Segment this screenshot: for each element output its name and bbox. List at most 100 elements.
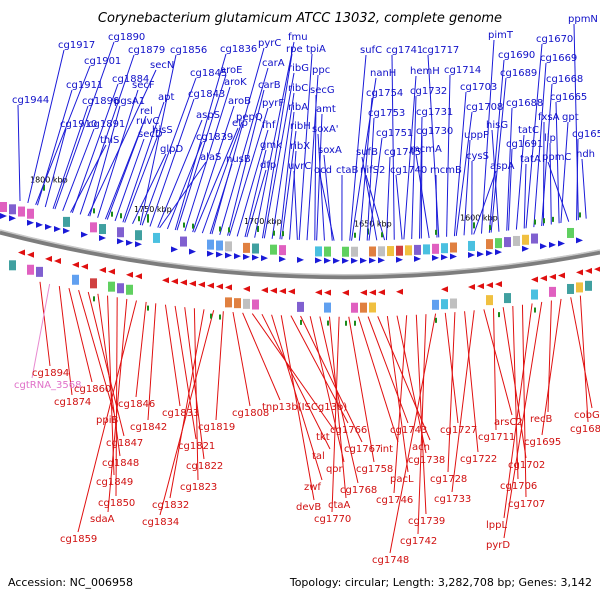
forward-cog-block	[90, 222, 97, 233]
forward-cog-block	[342, 246, 349, 257]
forward-cds-arrow	[225, 252, 232, 259]
gene-line-tata	[523, 163, 527, 229]
gene-label-cg1768: cg1768	[340, 485, 377, 496]
gene-label-cg1717: cg1717	[422, 45, 459, 56]
gene-line-cg1859	[77, 300, 137, 533]
reverse-cog-block	[243, 298, 250, 309]
gene-label-efp: efp	[232, 118, 248, 129]
reverse-cog-block	[234, 298, 241, 309]
forward-cds-arrow	[540, 243, 547, 250]
gene-line-qor	[309, 316, 345, 463]
gene-label-rel: rel	[140, 106, 153, 117]
reverse-cog-block	[486, 295, 493, 306]
gene-line-cg1910	[44, 128, 67, 208]
gene-line-cg1845	[141, 77, 197, 226]
forward-cds-arrow	[216, 251, 223, 258]
gene-line-cg1944	[17, 104, 21, 202]
gene-label-this: thiS	[100, 135, 119, 146]
gene-label-arob: aroB	[228, 96, 251, 107]
gene-line-cg1754	[358, 97, 373, 241]
gene-label-gpt: gpt	[562, 112, 579, 123]
forward-cds-arrow	[126, 239, 133, 246]
gc-marker	[147, 305, 149, 311]
forward-cds-arrow	[558, 240, 565, 247]
forward-cds-arrow	[63, 227, 70, 234]
gene-line-cg1743	[367, 316, 409, 424]
gene-label-hisg: hisG	[486, 120, 508, 131]
feature-tracks	[0, 202, 600, 326]
gene-line-uppp	[463, 139, 471, 236]
gc-marker	[147, 217, 149, 223]
gc-marker	[552, 216, 554, 222]
forward-cds-arrow	[0, 213, 7, 219]
reverse-cds-arrow	[162, 277, 169, 284]
gene-line-cg1728	[447, 312, 456, 473]
gc-marker	[93, 296, 95, 302]
forward-cds-arrow	[369, 257, 376, 264]
gene-label-fxsa: fxsA	[538, 112, 560, 123]
reverse-cog-block	[549, 286, 556, 297]
gene-label-cg1879: cg1879	[128, 45, 165, 56]
gene-line-cg1894	[39, 281, 51, 367]
forward-cds-arrow	[36, 221, 43, 228]
gene-line-cg1884	[71, 83, 119, 213]
gene-line-ndh	[581, 158, 587, 219]
gene-line-cg1688	[506, 107, 513, 231]
gene-line-tatc	[515, 134, 525, 230]
gene-line-cg1846	[135, 301, 147, 398]
gene-label-cg1944: cg1944	[12, 95, 49, 106]
reverse-cog-block	[117, 283, 124, 294]
reverse-cds-arrow	[207, 282, 214, 289]
forward-cog-block	[117, 227, 124, 238]
gc-marker	[300, 319, 302, 325]
reverse-cds-arrow	[531, 276, 538, 283]
reverse-cds-arrow	[585, 267, 592, 274]
gene-line-cg1821	[174, 305, 197, 440]
gene-line-cg1842	[147, 303, 157, 421]
gc-marker	[273, 230, 275, 236]
gene-line-cg1727	[444, 312, 459, 424]
gc-marker	[381, 232, 383, 238]
reverse-cog-block	[27, 264, 34, 275]
gene-label-pyrd: pyrD	[486, 540, 510, 551]
gene-line-cg1745	[385, 156, 391, 241]
reverse-cds-arrow	[468, 283, 475, 290]
gene-line-cg1722	[464, 311, 479, 453]
forward-cds-arrow	[450, 253, 457, 260]
reverse-cog-block	[360, 302, 367, 313]
gene-line-ribh	[281, 130, 297, 240]
forward-cds-arrow	[576, 237, 583, 244]
forward-cds-arrow	[432, 254, 439, 261]
gene-label-cg1766: cg1766	[330, 425, 367, 436]
gene-line-tpia	[298, 53, 313, 241]
gene-label-carb: carB	[258, 80, 281, 91]
map-title: Corynebacterium glutamicum ATCC 13032, c…	[98, 11, 502, 26]
reverse-cds-arrow	[198, 281, 205, 288]
gc-marker	[210, 313, 212, 319]
forward-cds-arrow	[117, 238, 124, 245]
forward-cds-arrow	[279, 256, 286, 263]
gene-line-ruvc	[104, 125, 143, 220]
gene-line-cg1856	[139, 54, 177, 226]
gene-label-ribx: ribX	[290, 141, 310, 152]
gene-line-riba	[279, 111, 295, 240]
gene-label-tnp13b-iscg13b: tnp13b(ISCg13b)	[262, 402, 347, 413]
gc-marker	[111, 211, 113, 217]
reverse-cog-block	[585, 280, 592, 291]
gene-label-rpe: rpe	[286, 44, 303, 55]
forward-cds-arrow	[495, 249, 502, 256]
gene-line-cg1691	[508, 148, 513, 231]
gc-marker	[435, 229, 437, 235]
gene-label-uvrc: uvrC	[288, 161, 311, 172]
forward-cog-block	[396, 245, 403, 256]
gene-line-cg1766	[290, 315, 349, 424]
reverse-cog-block	[567, 283, 574, 294]
gene-line-pepq	[201, 121, 243, 234]
gene-label-cgtrna-3568: cgtRNA_3568	[14, 380, 82, 391]
forward-cog-block	[180, 236, 187, 247]
gene-line-cobg	[570, 297, 593, 409]
gene-label-riba: ribA	[288, 102, 308, 113]
forward-cog-block	[495, 238, 502, 249]
gene-line-soxa	[317, 133, 325, 241]
